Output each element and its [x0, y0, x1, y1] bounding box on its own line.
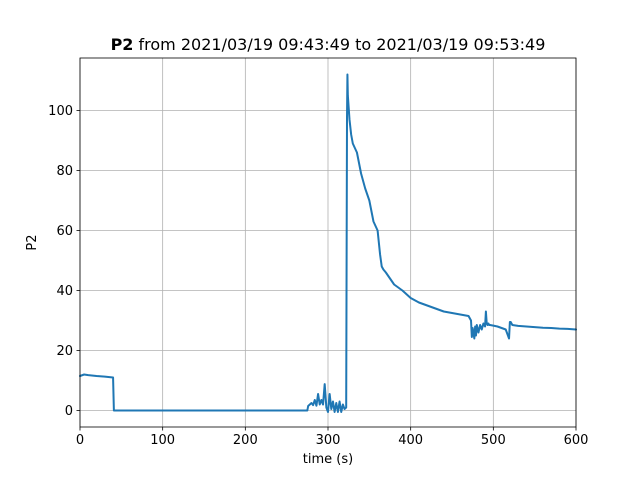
- grid: [79, 58, 577, 427]
- y-tick-label: 80: [56, 164, 73, 179]
- x-tick-label: 0: [76, 433, 84, 448]
- x-axis-label: time (s): [303, 452, 353, 467]
- x-tick-label: 200: [233, 433, 258, 448]
- x-tick-label: 500: [481, 433, 506, 448]
- title-bold: P2: [111, 35, 134, 54]
- x-tick-label: 100: [150, 433, 175, 448]
- ticks: 0 100 200 300 400 500 600 0 20 40 60 80 100: [48, 104, 588, 448]
- x-tick-label: 300: [316, 433, 341, 448]
- y-axis-label: P2: [25, 234, 40, 250]
- y-tick-label: 0: [65, 404, 73, 419]
- plot-frame: [79, 57, 577, 428]
- series-line: [79, 73, 577, 413]
- y-tick-label: 60: [56, 224, 73, 239]
- x-tick-label: 600: [564, 433, 589, 448]
- chart-title: P2 from 2021/03/19 09:43:49 to 2021/03/1…: [111, 35, 546, 54]
- y-tick-label: 100: [48, 104, 73, 119]
- title-rest: from 2021/03/19 09:43:49 to 2021/03/19 0…: [133, 35, 545, 54]
- series-group: [79, 73, 577, 413]
- x-tick-label: 400: [398, 433, 423, 448]
- y-tick-label: 40: [56, 284, 73, 299]
- y-tick-label: 20: [56, 344, 73, 359]
